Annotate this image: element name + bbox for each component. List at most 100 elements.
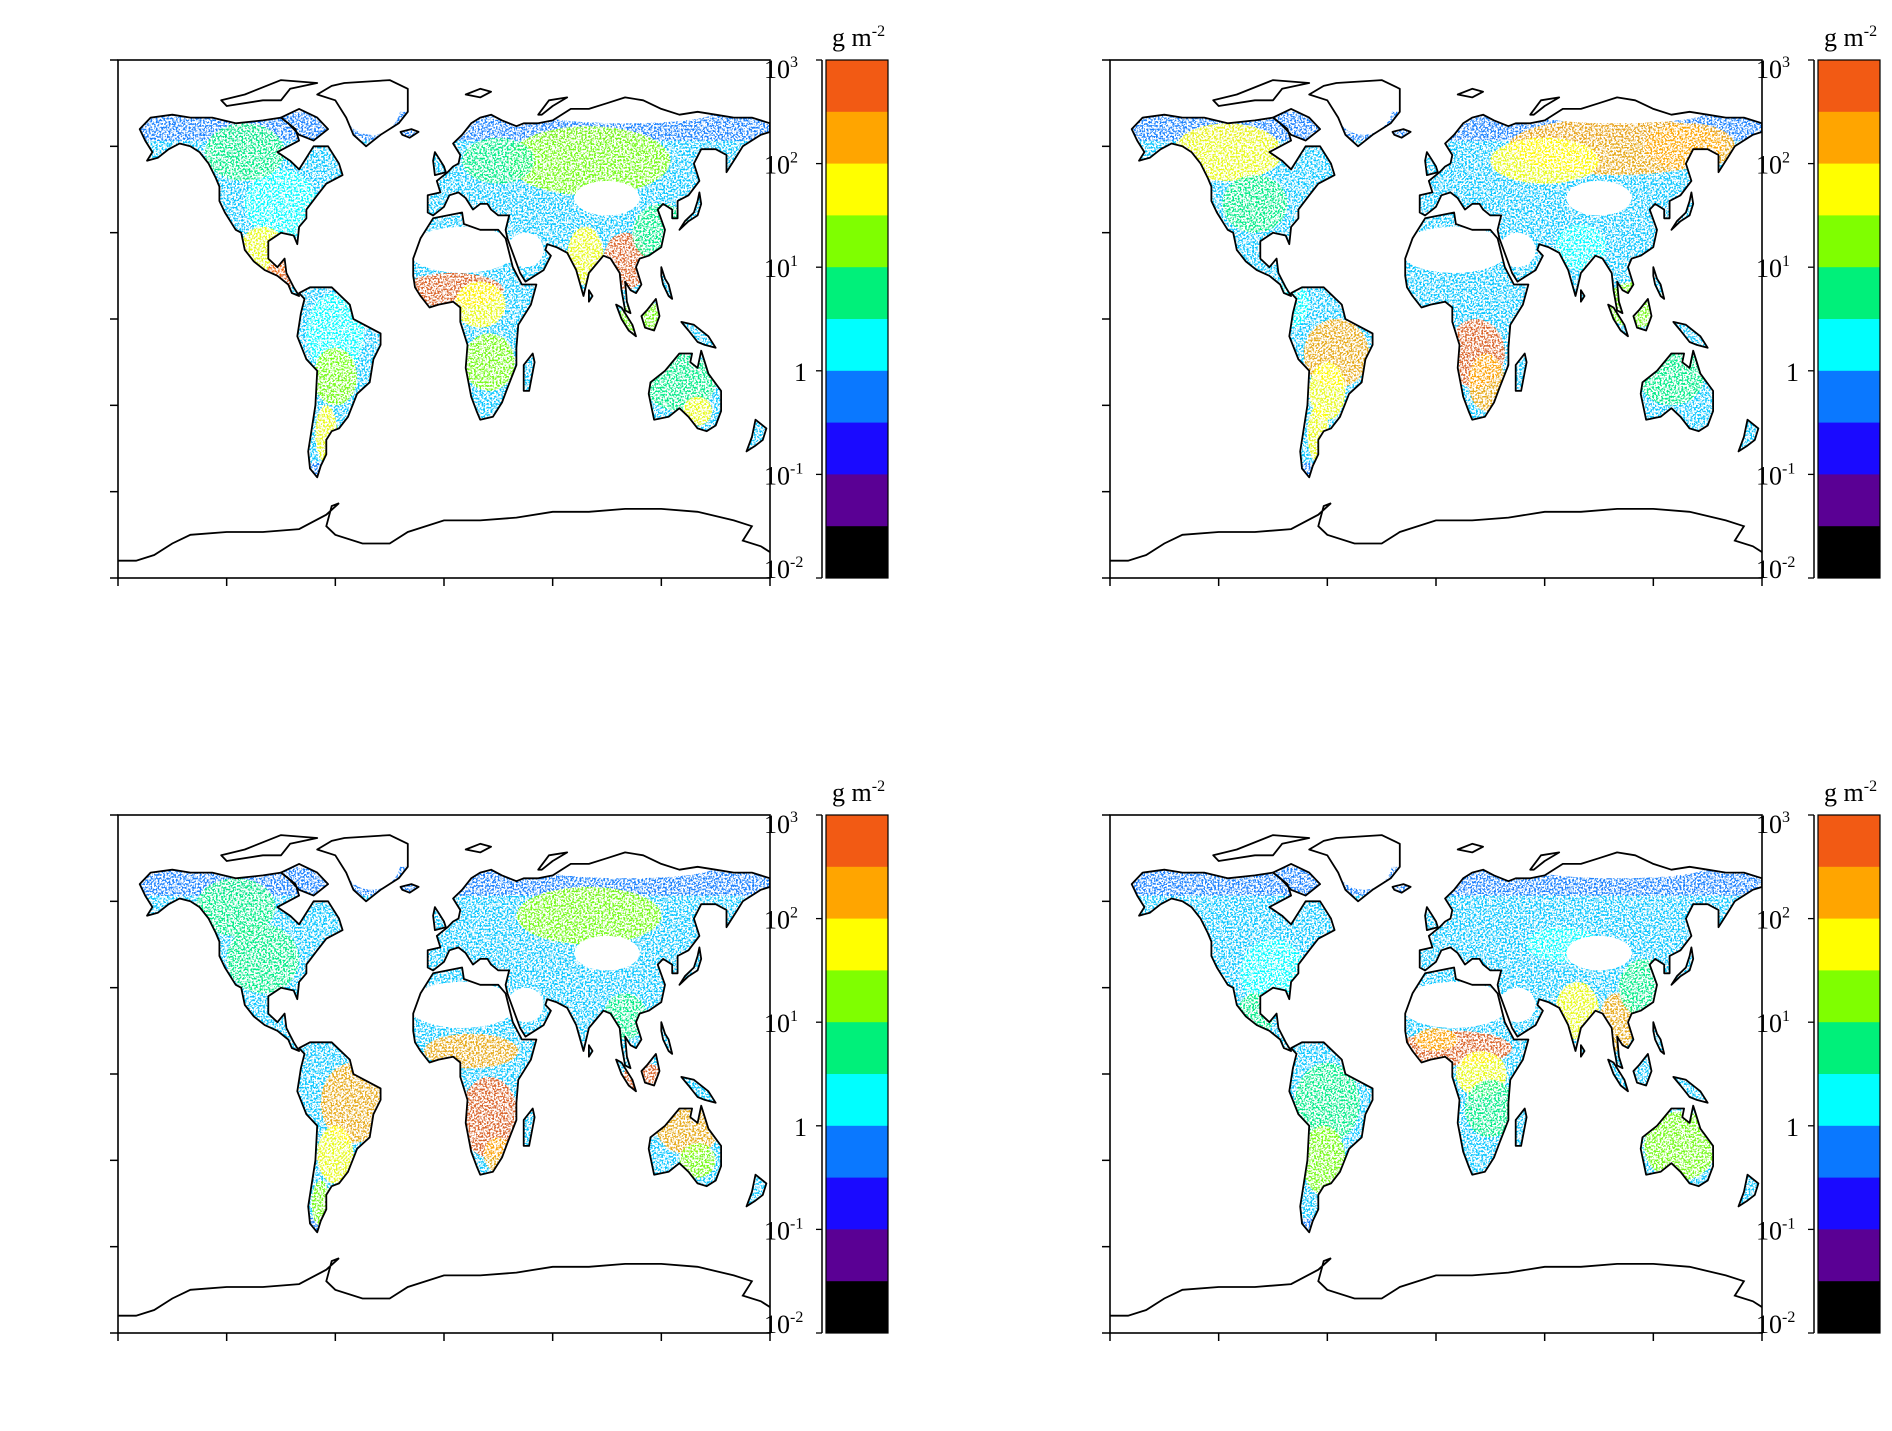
coastline-greenland	[1308, 79, 1401, 148]
colorbar-segment	[1818, 111, 1880, 165]
coastline-philippines	[660, 266, 674, 300]
colorbar-label: 10-2	[1756, 1309, 1795, 1339]
colorbar-label: 103	[764, 809, 798, 839]
coastline-philippines	[1652, 266, 1666, 300]
colorbar-segment	[1818, 1229, 1880, 1282]
colorbar-segment	[1818, 474, 1880, 527]
no-data-area	[574, 180, 640, 216]
coastline-philippines	[1652, 1021, 1666, 1055]
emission-hotspot	[1414, 1028, 1458, 1051]
map-area	[1110, 60, 1762, 578]
panel-jja: g m-2 103 102 101 1 10-1 10-2	[1102, 23, 1881, 586]
map-area	[1110, 815, 1762, 1333]
coastline-sri-lanka	[1580, 289, 1586, 303]
colorbar-segment	[1818, 60, 1880, 113]
coastline-eurasia	[426, 851, 770, 1070]
coastline-svalbard	[1456, 87, 1484, 99]
colorbar-segment	[1818, 1022, 1880, 1075]
coastline-baffin-island	[280, 863, 330, 897]
colorbar-label: 103	[1756, 54, 1790, 84]
colorbar-segment	[826, 111, 888, 165]
coastline-sri-lanka	[588, 1044, 594, 1058]
coastline-australia	[1639, 349, 1714, 433]
emission-hotspot	[244, 169, 318, 239]
colorbar-segment	[826, 815, 888, 868]
coastline-canadian-archipelago	[1212, 79, 1311, 107]
no-data-area	[342, 835, 401, 890]
coastline-new-zealand	[1737, 1173, 1760, 1208]
colorbar-label: 10-2	[764, 554, 803, 584]
coastline-madagascar	[522, 352, 536, 392]
colorbar-segment	[1818, 1125, 1880, 1179]
coastline-sumatra	[615, 303, 637, 338]
coastline-svalbard	[464, 842, 493, 854]
no-data-area	[1499, 987, 1536, 1023]
colorbar-label: 10-1	[764, 460, 803, 490]
colorbar-segment	[1818, 422, 1880, 475]
no-data-area	[1566, 180, 1632, 216]
colorbar-label: 10-1	[1756, 460, 1795, 490]
coastline-south-america	[296, 286, 382, 479]
no-data-area	[1399, 226, 1509, 273]
colorbar-segment	[826, 1281, 888, 1334]
panel-son: g m-2 103 102 101 1 10-1 10-2	[110, 778, 889, 1341]
coastline-uk	[432, 151, 447, 177]
coastline-australia	[647, 1104, 722, 1188]
coastline-north-america	[138, 113, 344, 297]
coastline-baffin-island	[1272, 863, 1321, 897]
coastline-sri-lanka	[1580, 1044, 1586, 1058]
colorbar-segment	[1818, 866, 1880, 920]
colorbar-label: 10-1	[1756, 1215, 1795, 1245]
coastline-eurasia	[426, 96, 770, 315]
colorbar-label: 102	[764, 905, 798, 935]
emission-hotspot	[1309, 362, 1346, 420]
colorbar-segment	[826, 1177, 888, 1230]
coastline-novaya-zemlya	[1529, 96, 1561, 116]
map-area	[118, 815, 770, 1333]
colorbar-label: 102	[1756, 150, 1790, 180]
coastline-south-america	[1288, 1041, 1374, 1234]
colorbar-segment	[826, 163, 888, 216]
coastline-australia	[647, 349, 722, 433]
emission-hotspot	[454, 281, 506, 328]
coastline-novaya-zemlya	[537, 96, 569, 116]
coastline-new-zealand	[1737, 418, 1760, 453]
coastline-greenland	[316, 79, 409, 148]
coastlines	[1110, 834, 1762, 1317]
coastline-borneo	[640, 297, 661, 332]
colorbar-label: 102	[764, 150, 798, 180]
colorbar-segment	[1818, 526, 1880, 579]
colorbar-label: 1	[1786, 358, 1799, 387]
colorbar-frame	[825, 814, 889, 1334]
coastlines	[118, 79, 770, 562]
emission-hotspot	[1222, 175, 1288, 233]
colorbar-unit: g m-2	[832, 778, 885, 807]
coastline-japan	[678, 946, 703, 986]
coastline-new-zealand	[745, 418, 768, 453]
colorbar-segment	[826, 1074, 888, 1127]
coastline-sumatra	[1607, 303, 1629, 338]
coastline-north-america	[138, 868, 344, 1052]
coastline-antarctica	[1110, 502, 1762, 562]
coastline-borneo	[1632, 297, 1653, 332]
colorbar-segment	[826, 1229, 888, 1282]
panel-mam: g m-2 103 102 101 1 10-1 10-2	[110, 23, 889, 586]
coastline-japan	[1670, 191, 1695, 231]
panel-djf: g m-2 103 102 101 1 10-1 10-2	[1102, 778, 1881, 1341]
colorbar-segment	[826, 370, 888, 424]
colorbar-label: 1	[794, 358, 807, 387]
colorbar-segment	[826, 474, 888, 527]
coastline-philippines	[660, 1021, 674, 1055]
no-data-area	[507, 232, 544, 268]
coastline-canadian-archipelago	[1212, 834, 1311, 862]
coastline-new-guinea	[680, 1076, 717, 1104]
coastline-africa	[1404, 966, 1530, 1176]
coastline-africa	[1404, 211, 1530, 421]
emission-hotspot	[516, 886, 662, 945]
colorbar-segment	[1818, 215, 1880, 268]
coastline-borneo	[1632, 1053, 1653, 1087]
colorbar-segment	[1818, 815, 1880, 868]
emission-hotspot	[462, 137, 535, 184]
no-data-area	[407, 226, 517, 273]
